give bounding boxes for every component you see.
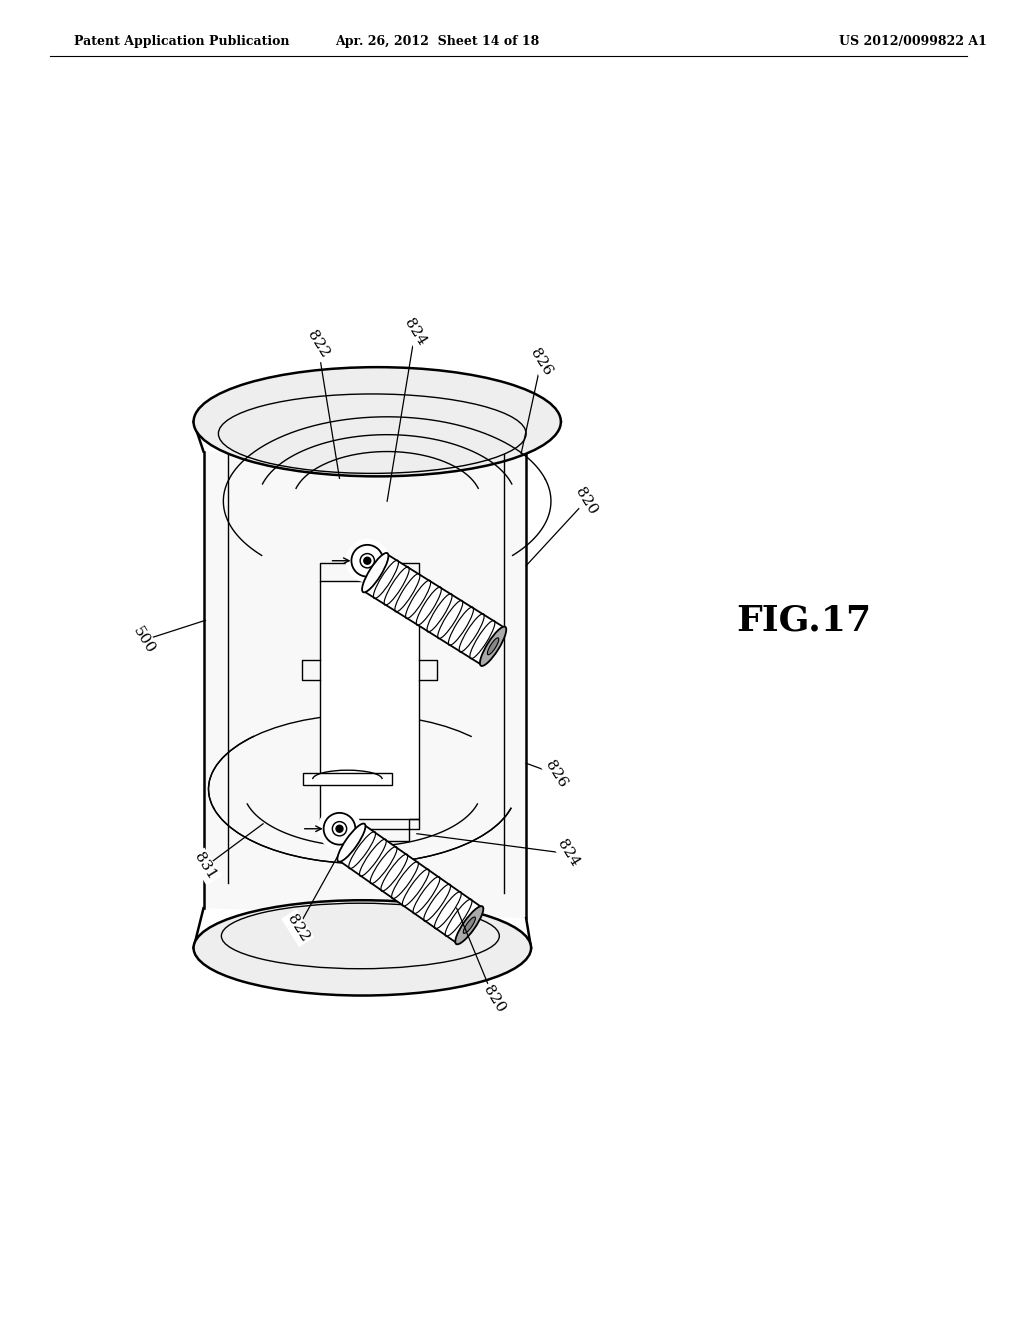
Ellipse shape <box>456 906 483 944</box>
Circle shape <box>333 821 347 836</box>
Ellipse shape <box>487 638 499 655</box>
Circle shape <box>324 813 355 845</box>
Text: FIG.17: FIG.17 <box>736 603 871 638</box>
Text: 824: 824 <box>401 317 429 348</box>
Text: 820: 820 <box>572 486 599 517</box>
Ellipse shape <box>337 824 366 862</box>
Text: Patent Application Publication: Patent Application Publication <box>75 34 290 48</box>
Polygon shape <box>364 554 505 665</box>
Bar <box>303 774 392 785</box>
Ellipse shape <box>194 367 561 477</box>
Circle shape <box>364 557 371 564</box>
Circle shape <box>345 539 389 582</box>
Circle shape <box>351 545 383 577</box>
Ellipse shape <box>194 900 531 995</box>
Circle shape <box>360 553 375 568</box>
Text: 831: 831 <box>191 850 219 883</box>
Text: 822: 822 <box>304 329 332 360</box>
Circle shape <box>336 825 343 832</box>
Polygon shape <box>339 825 482 942</box>
Text: 820: 820 <box>480 983 508 1015</box>
Polygon shape <box>204 451 526 919</box>
Circle shape <box>317 807 361 850</box>
Text: 822: 822 <box>284 912 311 944</box>
Ellipse shape <box>362 553 388 593</box>
Text: Apr. 26, 2012  Sheet 14 of 18: Apr. 26, 2012 Sheet 14 of 18 <box>335 34 539 48</box>
Text: 500: 500 <box>130 624 158 656</box>
Ellipse shape <box>463 917 475 933</box>
Text: 826: 826 <box>527 346 555 379</box>
Ellipse shape <box>480 627 506 667</box>
Text: US 2012/0099822 A1: US 2012/0099822 A1 <box>839 34 987 48</box>
Bar <box>319 581 419 818</box>
Text: 824: 824 <box>554 837 582 870</box>
Text: 826: 826 <box>543 758 569 791</box>
